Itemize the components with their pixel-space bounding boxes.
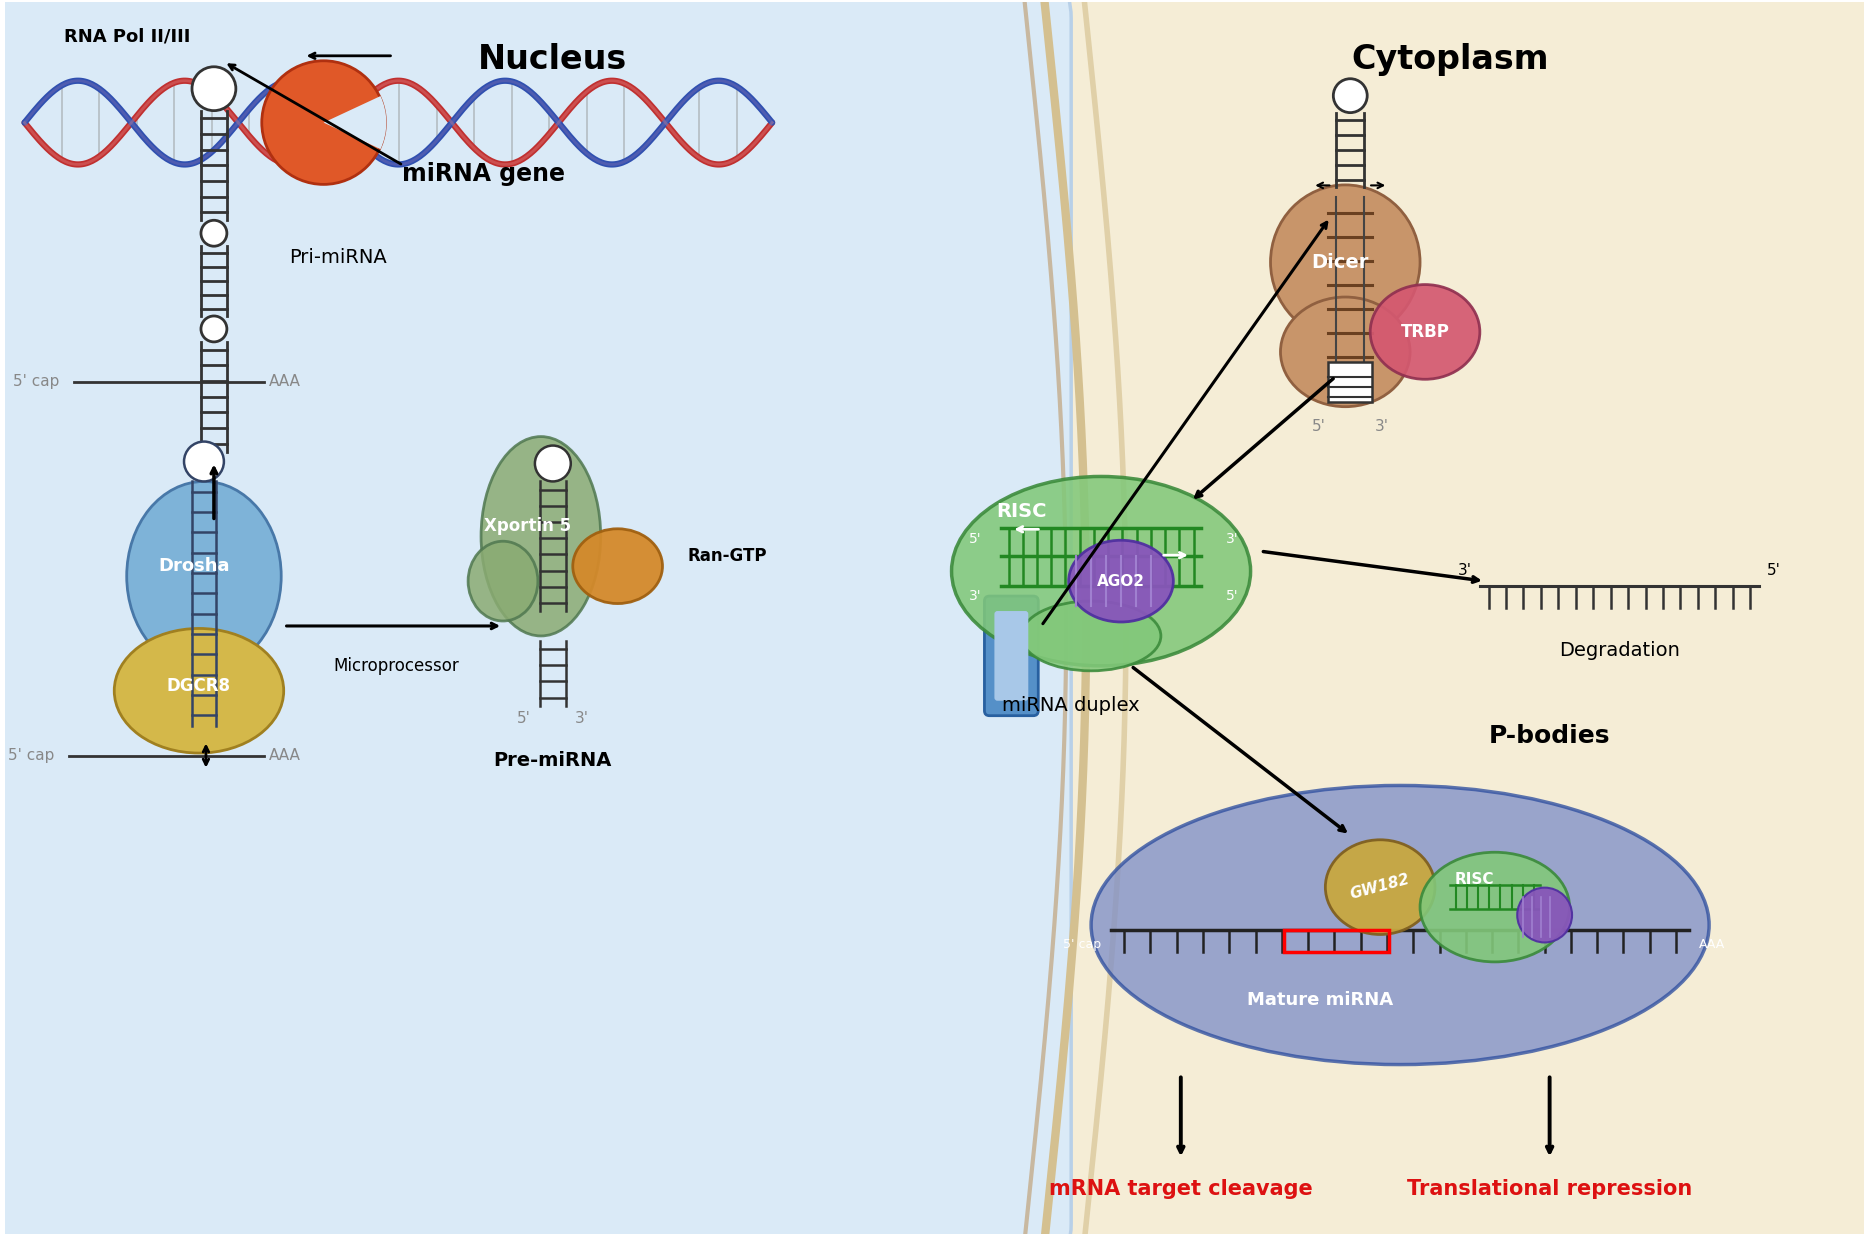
Ellipse shape [1068,540,1172,622]
Circle shape [201,220,227,246]
Text: 5' cap: 5' cap [7,748,54,763]
Text: Pri-miRNA: Pri-miRNA [289,247,386,267]
Circle shape [201,316,227,342]
Circle shape [261,61,386,184]
Wedge shape [322,96,386,150]
Text: Cytoplasm: Cytoplasm [1351,43,1547,75]
Text: RNA Pol II/III: RNA Pol II/III [65,28,190,46]
Text: AAA: AAA [268,375,300,389]
Text: miRNA gene: miRNA gene [401,162,565,187]
Ellipse shape [1021,601,1159,671]
Ellipse shape [951,476,1251,666]
Text: Nucleus: Nucleus [477,43,626,75]
Text: miRNA duplex: miRNA duplex [1001,696,1139,714]
Ellipse shape [572,529,662,603]
Text: TRBP: TRBP [1400,323,1448,341]
Text: Mature miRNA: Mature miRNA [1247,991,1392,1009]
Text: 5' cap: 5' cap [13,375,60,389]
Text: RISC: RISC [1454,871,1493,886]
Circle shape [192,67,235,111]
FancyBboxPatch shape [994,611,1027,701]
Ellipse shape [1281,297,1409,407]
Text: 5': 5' [1765,564,1780,578]
Bar [1327,362,1372,402]
Circle shape [185,441,224,482]
Text: Xportin 5: Xportin 5 [485,518,570,535]
Text: GW182: GW182 [1348,871,1411,902]
Text: Drosha: Drosha [158,557,229,575]
Text: 3': 3' [574,711,589,726]
Text: AAA: AAA [268,748,300,763]
Text: 3': 3' [1374,419,1389,434]
Ellipse shape [1517,887,1571,943]
Text: mRNA target cleavage: mRNA target cleavage [1048,1179,1312,1199]
Text: 5': 5' [1225,590,1238,603]
Ellipse shape [1090,785,1707,1064]
Text: Ran-GTP: Ran-GTP [688,548,766,565]
FancyBboxPatch shape [0,0,1070,1236]
Text: Translational repression: Translational repression [1405,1179,1691,1199]
Circle shape [535,445,570,482]
Ellipse shape [468,541,537,620]
Text: 3': 3' [1225,533,1238,546]
Text: Degradation: Degradation [1558,641,1679,660]
Circle shape [1333,79,1366,112]
Text: Dicer: Dicer [1310,252,1368,272]
Ellipse shape [114,628,283,753]
Ellipse shape [1325,839,1433,934]
Text: DGCR8: DGCR8 [168,677,231,695]
FancyBboxPatch shape [984,596,1038,716]
Text: 5': 5' [967,533,980,546]
Ellipse shape [1269,185,1419,340]
Bar [1284,929,1389,952]
Text: 3': 3' [1458,564,1471,578]
Text: AGO2: AGO2 [1096,574,1144,588]
Text: RISC: RISC [995,502,1046,520]
Text: 5': 5' [516,711,531,726]
Ellipse shape [127,482,281,671]
Text: 5' cap: 5' cap [1062,938,1100,950]
Text: 5': 5' [1310,419,1325,434]
Text: Pre-miRNA: Pre-miRNA [494,750,611,770]
Ellipse shape [481,436,600,637]
Text: P-bodies: P-bodies [1487,723,1609,748]
Ellipse shape [1419,853,1569,962]
Text: Microprocessor: Microprocessor [334,656,459,675]
Text: 3': 3' [967,590,980,603]
Text: AAA: AAA [1698,938,1724,950]
Ellipse shape [1370,284,1478,379]
